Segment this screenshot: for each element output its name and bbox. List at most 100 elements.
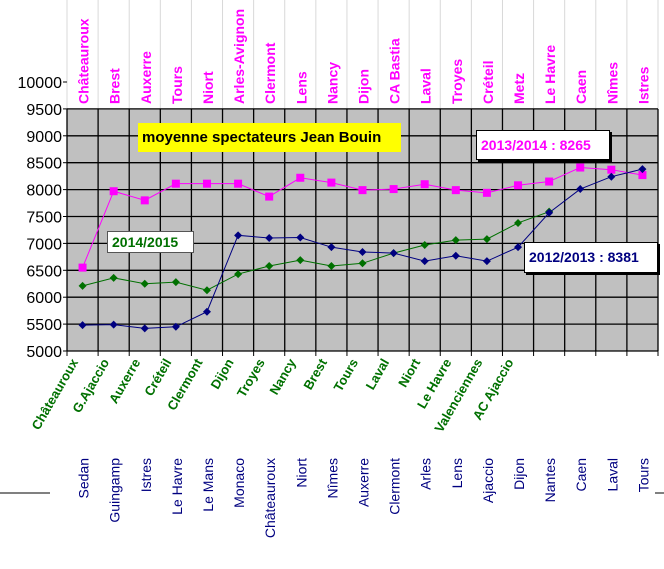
y-tick-label: 8500 — [26, 156, 62, 173]
bottom-category-label: Caen — [573, 458, 589, 491]
series-line-2014-2015 — [82, 211, 550, 291]
data-point-2012-2013 — [171, 322, 180, 331]
top-category-label: Tours — [169, 66, 185, 104]
top-category-label: Nîmes — [604, 62, 620, 104]
top-category-label: Le Havre — [542, 45, 558, 104]
top-category-label: Niort — [200, 71, 216, 104]
y-tick-label: 9000 — [26, 129, 62, 146]
data-point-2013-2014 — [171, 179, 180, 188]
middle-category-label: Brest — [300, 355, 330, 392]
data-point-2012-2013 — [482, 257, 491, 266]
top-category-label: Créteil — [480, 60, 496, 104]
bottom-category-label: Guingamp — [107, 458, 123, 523]
bottom-category-label: Nantes — [542, 458, 558, 502]
data-point-2013-2014 — [140, 196, 149, 205]
bottom-category-label: Le Havre — [169, 458, 185, 515]
middle-category-label: Niort — [395, 355, 423, 389]
data-point-2013-2014 — [234, 179, 243, 188]
data-point-2013-2014 — [327, 178, 336, 187]
data-point-2014-2015 — [420, 241, 429, 250]
data-point-2014-2015 — [482, 235, 491, 244]
bottom-category-label: Niort — [293, 458, 309, 488]
data-point-2013-2014 — [514, 181, 523, 190]
bottom-category-label: Le Mans — [200, 458, 216, 512]
top-category-label: Caen — [573, 70, 589, 104]
y-tick-label: 8000 — [26, 183, 62, 200]
middle-category-label: Nancy — [266, 355, 299, 397]
data-point-2012-2013 — [358, 248, 367, 257]
bottom-category-label: Tours — [635, 458, 651, 492]
annotation-2012-2013: 2012/2013 : 8381 — [524, 242, 658, 273]
top-category-label: Metz — [511, 73, 527, 104]
data-point-2014-2015 — [514, 218, 523, 227]
bottom-category-label: Arles — [418, 458, 434, 490]
y-tick-label: 7500 — [26, 210, 62, 227]
top-category-label: Lens — [293, 71, 309, 104]
annotation-2013-2014: 2013/2014 : 8265 — [476, 130, 610, 160]
data-point-2012-2013 — [140, 324, 149, 333]
data-point-2013-2014 — [420, 180, 429, 189]
data-point-2014-2015 — [78, 281, 87, 290]
data-point-2012-2013 — [109, 320, 118, 329]
data-point-2013-2014 — [545, 177, 554, 186]
bottom-category-label: Ajaccio — [480, 458, 496, 503]
data-point-2014-2015 — [234, 270, 243, 279]
data-point-2014-2015 — [202, 286, 211, 295]
y-tick-label: 6500 — [26, 263, 62, 280]
bottom-category-label: Châteauroux — [262, 458, 278, 538]
data-point-2012-2013 — [545, 208, 554, 217]
data-point-2014-2015 — [327, 261, 336, 270]
y-tick-label: 6000 — [26, 290, 62, 307]
bottom-category-label: Nîmes — [324, 458, 340, 498]
bottom-category-label: Sedan — [76, 458, 92, 498]
data-point-2012-2013 — [514, 243, 523, 252]
data-point-2012-2013 — [638, 165, 647, 174]
top-category-label: Istres — [635, 66, 651, 104]
data-point-2012-2013 — [327, 243, 336, 252]
y-tick-label: 7000 — [26, 236, 62, 253]
data-point-2013-2014 — [296, 173, 305, 182]
top-category-label: Dijon — [356, 69, 372, 104]
data-point-2012-2013 — [265, 234, 274, 243]
data-point-2014-2015 — [451, 236, 460, 245]
data-point-2014-2015 — [109, 273, 118, 282]
top-category-label: Brest — [107, 68, 123, 104]
middle-category-label: Créteil — [141, 356, 174, 399]
middle-category-label: Dijon — [207, 356, 236, 392]
middle-category-label: Troyes — [234, 356, 268, 400]
data-point-2013-2014 — [482, 188, 491, 197]
y-tick-label: 5000 — [26, 344, 62, 361]
data-point-2012-2013 — [607, 172, 616, 181]
data-point-2012-2013 — [389, 249, 398, 258]
data-point-2013-2014 — [389, 185, 398, 194]
y-tick-label: 10000 — [18, 75, 63, 92]
bottom-category-label: Clermont — [387, 458, 403, 515]
data-point-2013-2014 — [358, 186, 367, 195]
top-category-label: Auxerre — [138, 51, 154, 104]
top-category-label: Laval — [418, 68, 434, 104]
data-point-2013-2014 — [638, 171, 647, 180]
top-category-label: Châteauroux — [76, 18, 92, 104]
y-tick-label: 9500 — [26, 102, 62, 119]
data-point-2012-2013 — [202, 307, 211, 316]
data-point-2014-2015 — [265, 261, 274, 270]
data-point-2013-2014 — [451, 186, 460, 195]
data-point-2013-2014 — [265, 192, 274, 201]
top-category-label: CA Bastia — [387, 38, 403, 104]
top-category-label: Troyes — [449, 59, 465, 104]
chart-title: moyenne spectateurs Jean Bouin — [138, 123, 401, 152]
data-point-2013-2014 — [78, 263, 87, 272]
top-category-label: Arles-Avignon — [231, 9, 247, 104]
middle-category-label: Laval — [363, 356, 393, 392]
top-category-label: Clermont — [262, 42, 278, 104]
bottom-category-label: Auxerre — [356, 458, 372, 507]
middle-category-label: Châteauroux — [28, 355, 81, 432]
data-point-2012-2013 — [420, 257, 429, 266]
data-point-2014-2015 — [296, 256, 305, 265]
data-point-2013-2014 — [576, 163, 585, 172]
data-point-2013-2014 — [109, 187, 118, 196]
bottom-category-label: Monaco — [231, 458, 247, 508]
data-point-2014-2015 — [171, 278, 180, 287]
data-point-2012-2013 — [451, 251, 460, 260]
